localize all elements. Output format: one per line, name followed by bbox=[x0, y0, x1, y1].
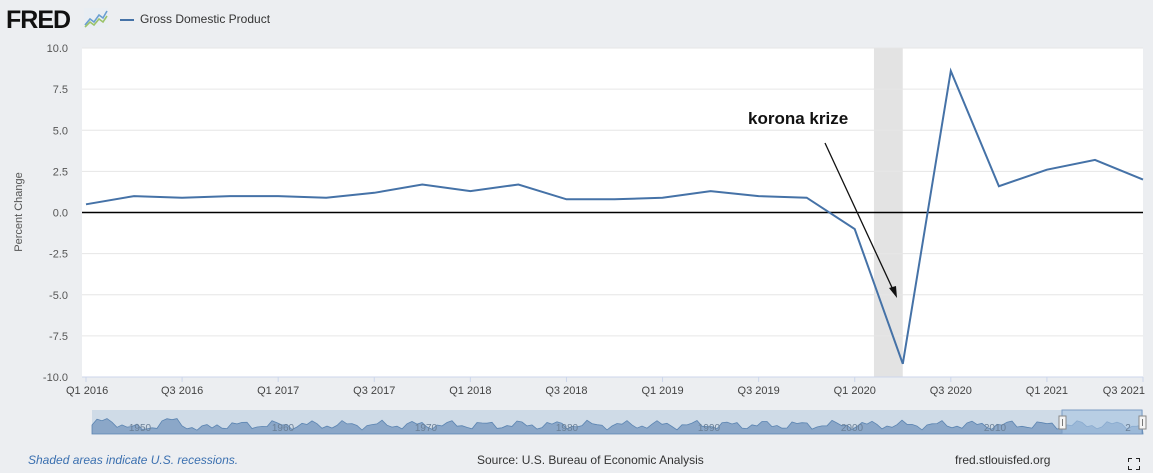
data-point[interactable] bbox=[853, 227, 857, 231]
y-tick-label: 0.0 bbox=[53, 208, 68, 220]
x-tick-label: Q3 2021 bbox=[1103, 385, 1145, 397]
data-point[interactable] bbox=[901, 362, 905, 366]
x-tick-label: Q3 2016 bbox=[161, 385, 203, 397]
data-point[interactable] bbox=[420, 183, 424, 187]
y-tick-label: -2.5 bbox=[49, 249, 68, 261]
chart-footer: Shaded areas indicate U.S. recessions. S… bbox=[0, 448, 1153, 473]
legend-line-marker bbox=[120, 19, 134, 21]
site-link[interactable]: fred.stlouisfed.org bbox=[955, 453, 1051, 467]
data-point[interactable] bbox=[949, 69, 953, 73]
y-tick-label: 7.5 bbox=[53, 84, 68, 96]
data-point[interactable] bbox=[613, 197, 617, 201]
y-tick-label: -7.5 bbox=[49, 331, 68, 343]
data-point[interactable] bbox=[1141, 178, 1145, 182]
fred-logo[interactable]: FRED bbox=[6, 6, 71, 34]
x-tick-label: Q3 2019 bbox=[738, 385, 780, 397]
annotation-arrow bbox=[824, 142, 896, 295]
navigator-year-label: 1960 bbox=[272, 423, 295, 434]
data-point[interactable] bbox=[564, 197, 568, 201]
data-point[interactable] bbox=[324, 196, 328, 200]
navigator-year-label: 2 bbox=[1125, 423, 1131, 434]
data-point[interactable] bbox=[180, 196, 184, 200]
x-tick-label: Q1 2016 bbox=[66, 385, 108, 397]
data-point[interactable] bbox=[805, 196, 809, 200]
x-tick-label: Q3 2018 bbox=[545, 385, 587, 397]
recession-note: Shaded areas indicate U.S. recessions. bbox=[28, 453, 239, 467]
gdp-series-line[interactable] bbox=[85, 67, 1144, 365]
data-point[interactable] bbox=[468, 189, 472, 193]
range-navigator[interactable]: 1950 1960 1970 1980 1990 2000 2010 2 bbox=[91, 409, 1147, 435]
chart-header: FRED Gross Domestic Product bbox=[0, 0, 1153, 40]
data-point[interactable] bbox=[997, 184, 1001, 188]
data-point[interactable] bbox=[84, 202, 88, 206]
navigator-year-label: 1980 bbox=[556, 423, 579, 434]
y-tick-label: 10.0 bbox=[47, 43, 68, 55]
data-point[interactable] bbox=[1093, 158, 1097, 162]
x-tick-label: Q3 2017 bbox=[353, 385, 395, 397]
data-point[interactable] bbox=[661, 196, 665, 200]
navigator-year-label: 1970 bbox=[415, 423, 438, 434]
fullscreen-icon[interactable] bbox=[1128, 458, 1140, 470]
x-tick-label: Q1 2020 bbox=[834, 385, 876, 397]
y-tick-label: -10.0 bbox=[43, 372, 68, 384]
data-point[interactable] bbox=[372, 191, 376, 195]
data-point[interactable] bbox=[757, 194, 761, 198]
navigator-year-label: 2000 bbox=[841, 423, 864, 434]
data-point[interactable] bbox=[276, 194, 280, 198]
navigator-selected-range[interactable] bbox=[1061, 409, 1143, 435]
data-point[interactable] bbox=[228, 194, 232, 198]
gdp-line-chart: 10.0 7.5 5.0 2.5 0.0 -2.5 -5.0 -7.5 -10.0 Percen… bbox=[13, 43, 1147, 435]
legend-series-label[interactable]: Gross Domestic Product bbox=[140, 12, 271, 26]
data-point[interactable] bbox=[709, 189, 713, 193]
navigator-year-label: 2010 bbox=[984, 423, 1007, 434]
x-tick-label: Q1 2021 bbox=[1026, 385, 1068, 397]
x-tick-label: Q1 2018 bbox=[449, 385, 491, 397]
y-tick-label: 2.5 bbox=[53, 166, 68, 178]
navigator-year-label: 1990 bbox=[698, 423, 721, 434]
x-axis-ticks: Q1 2016 Q3 2016 Q1 2017 Q3 2017 Q1 2018 Q3 20… bbox=[66, 377, 1145, 397]
x-tick-label: Q1 2017 bbox=[257, 385, 299, 397]
navigator-series-area bbox=[91, 418, 1144, 435]
fred-chart-logo-icon[interactable] bbox=[84, 8, 108, 28]
source-text: Source: U.S. Bureau of Economic Analysis bbox=[477, 453, 704, 467]
y-tick-label: -5.0 bbox=[49, 290, 68, 302]
annotation-korona-krize: korona krize bbox=[748, 109, 848, 128]
data-point[interactable] bbox=[516, 183, 520, 187]
data-point[interactable] bbox=[1045, 168, 1049, 172]
navigator-year-labels: 1950 1960 1970 1980 1990 2000 2010 2 bbox=[129, 423, 1131, 434]
x-tick-label: Q1 2019 bbox=[641, 385, 683, 397]
y-tick-label: 5.0 bbox=[53, 125, 68, 137]
data-point[interactable] bbox=[132, 194, 136, 198]
annotation-arrow-head bbox=[889, 286, 897, 298]
y-axis-title: Percent Change bbox=[13, 172, 25, 252]
navigator-year-label: 1950 bbox=[129, 423, 152, 434]
x-tick-label: Q3 2020 bbox=[930, 385, 972, 397]
y-axis-ticks: 10.0 7.5 5.0 2.5 0.0 -2.5 -5.0 -7.5 -10.0 bbox=[43, 43, 68, 384]
